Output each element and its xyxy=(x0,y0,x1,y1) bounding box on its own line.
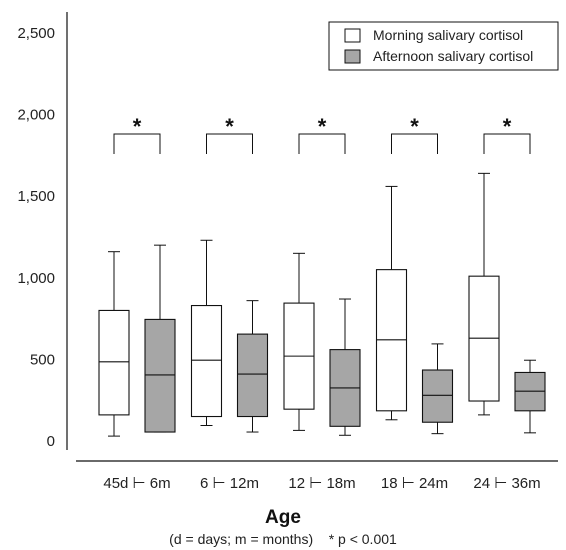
note-gap xyxy=(317,531,325,547)
legend: Morning salivary cortisol Afternoon sali… xyxy=(328,21,559,71)
y-tick-labels: 0 500 1,000 1,500 2,000 2,500 xyxy=(17,25,55,450)
significance-star: * xyxy=(318,114,327,139)
y-tick-label: 500 xyxy=(30,351,55,368)
significance-note: * p < 0.001 xyxy=(328,531,397,547)
afternoon-box-group xyxy=(329,298,361,436)
iqr-box xyxy=(144,318,176,433)
y-tick-label: 1,500 xyxy=(17,188,55,205)
legend-frame xyxy=(328,21,559,71)
legend-label-afternoon: Afternoon salivary cortisol xyxy=(373,48,533,64)
significance-bracket xyxy=(391,133,438,154)
afternoon-box-group xyxy=(236,300,269,433)
afternoon-box-group xyxy=(514,359,546,434)
x-axis-title: Age xyxy=(265,507,301,528)
iqr-box xyxy=(236,333,269,418)
boxes-layer xyxy=(98,172,546,437)
significance-star: * xyxy=(503,114,512,139)
significance-brackets: * * * * * xyxy=(113,114,531,154)
significance-star: * xyxy=(410,114,419,139)
box-plot-chart: 0 500 1,000 1,500 2,000 2,500 * * * * * 45d ⊢ 6m 6… xyxy=(17,12,559,492)
afternoon-box-group xyxy=(421,343,454,435)
significance-star: * xyxy=(225,114,234,139)
morning-box-group xyxy=(375,185,408,421)
x-axis-note: (d = days; m = months) * p < 0.001 xyxy=(0,531,566,547)
iqr-box xyxy=(190,304,223,418)
iqr-box xyxy=(98,309,130,416)
y-tick-label: 2,000 xyxy=(17,107,55,124)
significance-bracket xyxy=(298,133,346,154)
iqr-box xyxy=(421,369,454,423)
y-tick-label: 0 xyxy=(47,433,55,450)
x-category-label: 6 ⊢ 12m xyxy=(200,475,259,492)
morning-box-group xyxy=(98,251,130,437)
legend-swatch-morning xyxy=(344,28,361,43)
legend-swatch-afternoon xyxy=(344,49,361,64)
significance-bracket xyxy=(206,133,253,154)
x-category-labels: 45d ⊢ 6m 6 ⊢ 12m 12 ⊢ 18m 18 ⊢ 24m 24 ⊢ 36m xyxy=(103,475,540,492)
legend-label-morning: Morning salivary cortisol xyxy=(373,27,523,43)
x-category-label: 24 ⊢ 36m xyxy=(473,475,540,492)
x-category-label: 12 ⊢ 18m xyxy=(288,475,355,492)
abbreviation-note: (d = days; m = months) xyxy=(169,531,314,547)
morning-box-group xyxy=(283,252,315,431)
x-category-label: 45d ⊢ 6m xyxy=(103,475,170,492)
x-category-label: 18 ⊢ 24m xyxy=(381,475,448,492)
y-tick-label: 1,000 xyxy=(17,270,55,287)
morning-box-group xyxy=(190,239,223,426)
afternoon-box-group xyxy=(144,244,176,433)
significance-bracket xyxy=(483,133,531,154)
morning-box-group xyxy=(468,172,500,416)
significance-star: * xyxy=(133,114,142,139)
y-tick-label: 2,500 xyxy=(17,25,55,42)
significance-bracket xyxy=(113,133,161,154)
